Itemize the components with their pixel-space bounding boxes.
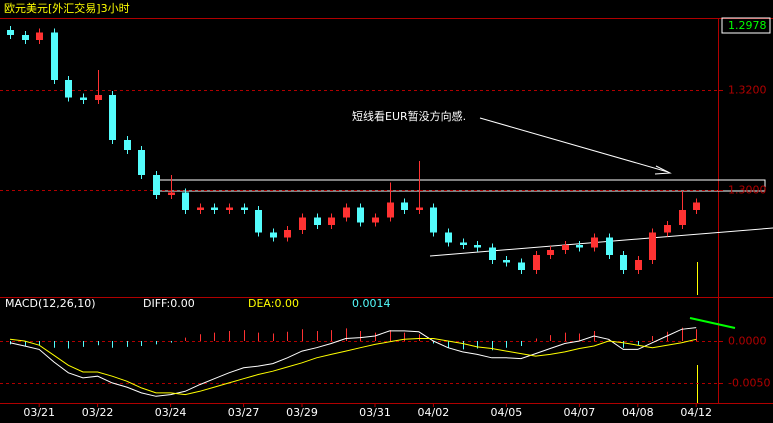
- dea-label: DEA:0.00: [248, 297, 299, 310]
- candle-body: [503, 260, 510, 263]
- y-tick-label: 1.3200: [728, 84, 767, 97]
- candle-body: [36, 32, 43, 40]
- candle-body: [314, 217, 321, 225]
- x-tick-label: 03/27: [228, 406, 260, 419]
- candle-body: [474, 245, 481, 248]
- arrow-head: [654, 165, 672, 175]
- candle-body: [22, 35, 29, 40]
- candle-body: [284, 230, 291, 238]
- candle-body: [460, 242, 467, 245]
- candle-body: [649, 232, 656, 260]
- candle-body: [576, 245, 583, 248]
- macd-value: 0.0014: [352, 297, 391, 310]
- last-price-label: 1.2978: [728, 19, 767, 32]
- x-tick-label: 03/31: [359, 406, 391, 419]
- candle-body: [80, 97, 87, 100]
- candle-body: [430, 207, 437, 233]
- candle-body: [533, 255, 540, 270]
- candle-body: [664, 225, 671, 233]
- candle-body: [518, 262, 525, 270]
- candle-body: [241, 207, 248, 210]
- candle-body: [95, 95, 102, 100]
- candle-body: [182, 192, 189, 210]
- candle-body: [387, 202, 394, 218]
- candle-body: [635, 260, 642, 270]
- candle-body: [270, 232, 277, 238]
- y-tick-label: -0.0050: [728, 377, 770, 390]
- y-tick-label: 0.0000: [728, 335, 767, 348]
- candle-body: [65, 80, 72, 98]
- candle-body: [591, 237, 598, 248]
- candle-body: [109, 95, 116, 140]
- x-tick-label: 03/21: [23, 406, 55, 419]
- diff-label: DIFF:0.00: [143, 297, 195, 310]
- annotation-arrow: [479, 117, 669, 173]
- last-price-box: [721, 17, 771, 34]
- candle-body: [7, 30, 14, 35]
- candle-body: [168, 192, 175, 195]
- x-tick-label: 04/05: [491, 406, 523, 419]
- candle-body: [124, 140, 131, 150]
- candle-body: [153, 175, 160, 195]
- chart-title: 欧元美元[外汇交易]3小时: [4, 1, 130, 15]
- candle-body: [357, 207, 364, 223]
- candle-body: [211, 207, 218, 210]
- y-tick-label: 1.3000: [728, 184, 767, 197]
- candle-body: [197, 207, 204, 210]
- annotation: 短线看EUR暂没方向感.: [352, 109, 466, 123]
- x-tick-label: 03/29: [286, 406, 318, 419]
- candle-body: [401, 202, 408, 210]
- candle-body: [489, 247, 496, 260]
- drawn-divergence-line: [689, 317, 736, 329]
- candle-body: [299, 217, 306, 230]
- candle-body: [620, 255, 627, 270]
- candle-body: [445, 232, 452, 243]
- candle-body: [693, 202, 700, 210]
- candle-body: [372, 217, 379, 223]
- candle-body: [562, 245, 569, 250]
- x-tick-label: 04/02: [418, 406, 450, 419]
- candle-body: [51, 32, 58, 80]
- candle-body: [255, 210, 262, 233]
- drawn-trendline: [429, 227, 773, 257]
- macd-label: MACD(12,26,10): [5, 297, 96, 310]
- candle-body: [226, 207, 233, 210]
- candle-body: [416, 207, 423, 210]
- candle-body: [138, 150, 145, 175]
- diff-line: [9, 327, 697, 397]
- candle-body: [328, 217, 335, 225]
- x-tick-label: 04/08: [622, 406, 654, 419]
- candle-body: [679, 210, 686, 225]
- x-tick-label: 04/12: [680, 406, 712, 419]
- x-tick-label: 03/22: [82, 406, 114, 419]
- x-tick-label: 03/24: [155, 406, 187, 419]
- candle-body: [547, 250, 554, 255]
- candle-body: [606, 237, 613, 255]
- dea-line: [9, 338, 697, 396]
- candle-body: [343, 207, 350, 218]
- x-tick-label: 04/07: [564, 406, 596, 419]
